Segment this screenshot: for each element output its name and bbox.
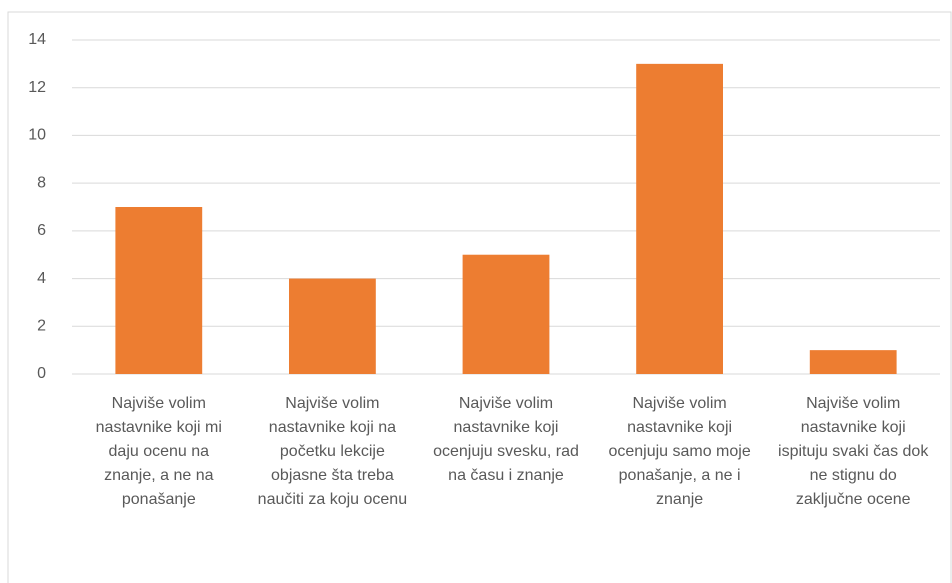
bar	[636, 63, 723, 374]
bar	[115, 207, 203, 374]
y-tick-label: 8	[37, 174, 46, 191]
y-tick-label: 14	[28, 31, 46, 48]
y-tick-label: 2	[37, 318, 46, 335]
bar	[462, 254, 550, 374]
bar	[289, 278, 376, 374]
x-tick-label: Najviše volim nastavnike koji ispituju s…	[778, 395, 929, 508]
bar	[809, 350, 897, 374]
y-tick-label: 0	[37, 365, 46, 382]
y-tick-label: 4	[37, 270, 46, 287]
y-tick-label: 12	[28, 79, 46, 96]
chart-border	[7, 11, 952, 583]
x-tick-label: Najviše volim nastavnike koji ocenjuju s…	[433, 395, 579, 484]
x-tick-label: Najviše volim nastavnike koji mi daju oc…	[95, 395, 222, 508]
x-tick-label: Najviše volim nastavnike koji ocenjuju s…	[608, 395, 751, 508]
y-tick-label: 10	[28, 127, 46, 144]
y-tick-label: 6	[37, 222, 46, 239]
x-tick-label: Najviše volim nastavnike koji na početku…	[257, 395, 408, 508]
